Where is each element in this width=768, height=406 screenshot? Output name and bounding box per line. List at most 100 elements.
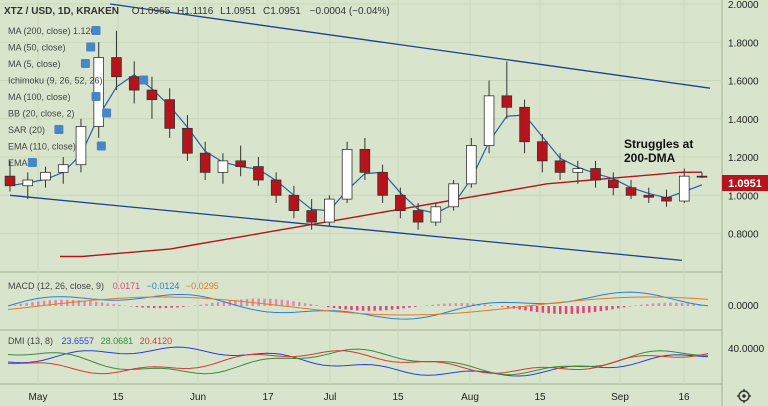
macd-histogram-bar <box>547 306 550 314</box>
macd-histogram-bar <box>263 298 266 306</box>
symbol-title: XTZ / USD, 1D, KRAKEN O1.0965 H1.1116 L1… <box>4 6 390 17</box>
macd-histogram-bar <box>31 302 34 306</box>
macd-histogram-bar <box>373 306 376 311</box>
y-tick-label: 0.8000 <box>728 230 759 241</box>
macd-histogram-bar <box>402 306 405 309</box>
candle-body <box>466 145 477 185</box>
dmi-line <box>7 350 709 375</box>
macd-histogram-bar <box>170 306 173 308</box>
x-tick-label: 16 <box>678 392 690 403</box>
dmi-line <box>7 346 709 377</box>
candle-body <box>164 99 175 129</box>
dmi-line <box>7 348 709 376</box>
y-tick-label: 2.0000 <box>728 0 759 11</box>
candle-body <box>625 187 637 196</box>
macd-histogram-bar <box>211 302 214 306</box>
macd-histogram-bar <box>54 299 57 306</box>
macd-histogram-bar <box>588 306 591 313</box>
macd-histogram-bar <box>13 304 17 306</box>
eye-icon <box>139 75 149 85</box>
macd-legend: MACD (12, 26, close, 9) 0.0171 −0.0124 −… <box>8 281 219 291</box>
svg-text:1.0951: 1.0951 <box>728 178 762 190</box>
macd-histogram-bar <box>234 299 237 306</box>
macd-histogram-bar <box>216 302 220 306</box>
macd-histogram-bar <box>269 298 272 306</box>
macd-pane <box>7 291 709 320</box>
eye-icon <box>80 59 90 68</box>
macd-histogram-bar <box>315 305 318 306</box>
macd-histogram-bar <box>48 300 52 306</box>
last-price-badge: 1.0951 <box>722 175 768 191</box>
candle-body <box>359 148 371 173</box>
macd-histogram-bar <box>25 302 28 306</box>
macd-histogram-bar <box>466 303 469 306</box>
candle-body <box>270 179 282 196</box>
dmi-legend: DMI (13, 8) 23.6557 28.0681 20.4120 <box>8 336 172 346</box>
candle-body <box>324 198 335 223</box>
macd-histogram-bar <box>303 303 307 306</box>
candle-body <box>448 183 459 208</box>
macd-histogram-bar <box>164 306 168 309</box>
candle-body <box>235 160 246 168</box>
macd-histogram-bar <box>518 306 521 310</box>
macd-histogram-bar <box>42 300 46 306</box>
macd-histogram-bar <box>356 306 359 311</box>
indicator-label: MA (200, close) 1.1208 <box>8 26 101 36</box>
eye-icon <box>91 92 101 101</box>
main-pane[interactable] <box>0 0 722 270</box>
macd-histogram-bar <box>222 301 226 306</box>
candle-body <box>678 175 690 202</box>
macd-histogram-bar <box>443 303 446 306</box>
macd-histogram-bar <box>408 306 411 308</box>
macd-histogram-bar <box>646 304 649 306</box>
x-axis-ticks: May 15 Jun 17 Jul 15 Aug 15 Sep 16 <box>29 392 690 403</box>
x-tick-label: May <box>29 392 48 403</box>
macd-histogram-bar <box>390 306 394 310</box>
y-tick-label: 1.2000 <box>728 153 759 164</box>
macd-histogram-bar <box>564 306 568 314</box>
indicator-label: Ichimoku (9, 26, 52, 26) <box>8 76 103 86</box>
indicator-label: SAR (20) <box>8 125 45 135</box>
indicator-label: BB (20, close, 2) <box>8 109 75 119</box>
macd-histogram-bar <box>472 303 475 306</box>
macd-histogram-bar <box>686 303 690 306</box>
macd-histogram-bar <box>100 302 104 306</box>
macd-histogram-bar <box>141 306 144 308</box>
macd-histogram-bar <box>437 304 440 306</box>
annotation-line2: 200-DMA <box>624 151 676 165</box>
macd-histogram-bar <box>367 306 371 311</box>
macd-histogram-bar <box>657 303 661 306</box>
macd-histogram-bar <box>112 304 115 306</box>
macd-histogram-bar <box>454 303 458 306</box>
candle-body <box>501 95 513 108</box>
candle-body <box>430 206 442 223</box>
candle-body <box>199 152 211 173</box>
macd-histogram-bar <box>193 305 197 306</box>
macd-histogram-bar <box>205 303 208 306</box>
macd-histogram-bar <box>431 304 434 306</box>
macd-histogram-bar <box>280 299 284 306</box>
macd-histogram-bar <box>60 299 63 306</box>
settings-gear-icon[interactable] <box>737 389 751 403</box>
macd-histogram-bar <box>611 306 614 310</box>
x-tick-label: Sep <box>611 392 629 403</box>
indicator-label: MA (5, close) <box>8 59 61 69</box>
macd-histogram-bar <box>460 303 463 306</box>
price-axis[interactable] <box>722 0 768 406</box>
ma5-line <box>9 74 703 214</box>
macd-histogram-bar <box>663 302 666 306</box>
macd-histogram-bar <box>524 306 527 311</box>
legend-header: XTZ / USD, 1D, KRAKEN O1.0965 H1.1116 L1… <box>4 6 390 17</box>
candle-body <box>4 175 16 187</box>
x-tick-label: Jul <box>324 392 337 403</box>
candle-body <box>253 166 264 181</box>
macd-histogram-bar <box>506 306 510 308</box>
dmi-tick: 40.0000 <box>728 344 765 355</box>
macd-histogram-bar <box>77 300 81 306</box>
macd-histogram-bar <box>37 301 40 306</box>
candle-body <box>395 194 406 212</box>
macd-histogram-bar <box>680 302 684 306</box>
macd-histogram-bar <box>570 306 574 314</box>
eye-icon <box>91 26 101 35</box>
